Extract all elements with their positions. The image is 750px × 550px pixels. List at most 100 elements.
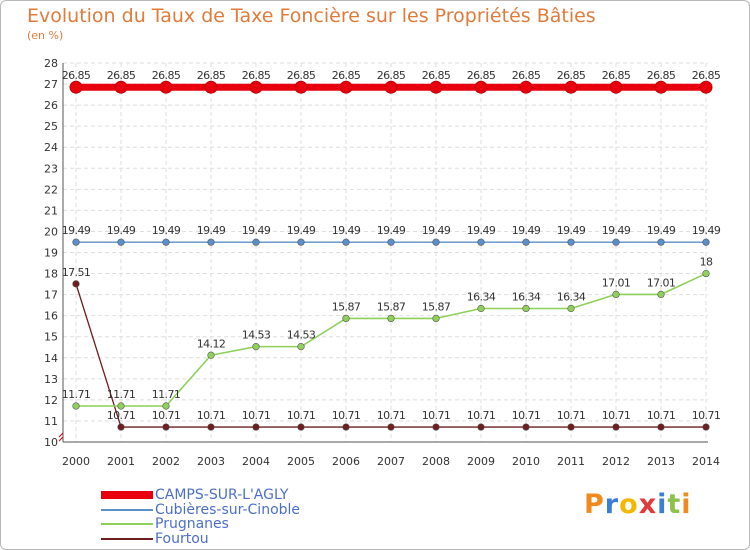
data-point <box>522 304 530 313</box>
x-tick-label: 2007 <box>377 455 405 468</box>
data-label: 26.85 <box>62 69 91 82</box>
legend-label: Cubières-sur-Cinoble <box>155 502 301 518</box>
x-tick-label: 2002 <box>152 455 180 468</box>
data-label: 15.87 <box>422 300 451 313</box>
logo-letter: t <box>667 489 682 520</box>
data-point <box>342 238 350 246</box>
data-point <box>612 423 620 431</box>
data-point <box>657 238 665 246</box>
data-point <box>204 80 218 94</box>
legend-item-cubieres-sur-cinoble: Cubières-sur-Cinoble <box>101 503 300 517</box>
data-point <box>252 238 260 246</box>
x-tick-label: 2013 <box>647 455 675 468</box>
data-point <box>477 238 485 246</box>
data-point <box>387 238 395 246</box>
data-point <box>387 423 395 431</box>
data-point <box>162 402 170 410</box>
legend-swatch <box>101 523 153 525</box>
legend-swatch <box>101 509 153 511</box>
x-tick-label: 2001 <box>107 455 135 468</box>
data-point <box>69 80 83 94</box>
logo-letter: i <box>657 489 668 520</box>
data-point <box>294 80 308 94</box>
legend-label: CAMPS-SUR-L'AGLY <box>155 487 289 503</box>
data-label: 10.71 <box>377 409 406 422</box>
data-label: 26.85 <box>152 69 181 82</box>
data-label: 15.87 <box>332 300 361 313</box>
legend-swatch <box>101 538 153 540</box>
data-point <box>384 80 398 94</box>
data-point <box>522 423 530 431</box>
data-point <box>114 80 128 94</box>
data-label: 10.71 <box>467 409 496 422</box>
unit-label: (en %) <box>27 29 64 42</box>
data-point <box>339 80 353 94</box>
data-label: 19.49 <box>602 224 631 237</box>
data-label: 10.71 <box>557 409 586 422</box>
data-label: 10.71 <box>107 409 136 422</box>
data-point <box>117 423 125 431</box>
data-label: 26.85 <box>197 69 226 82</box>
data-label: 19.49 <box>197 224 226 237</box>
data-label: 18 <box>700 256 713 269</box>
data-label: 19.49 <box>332 224 361 237</box>
data-point <box>702 269 710 278</box>
logo-letter: r <box>604 489 620 520</box>
y-tick-label: 11 <box>44 415 58 428</box>
x-tick-label: 2006 <box>332 455 360 468</box>
legend-item-camps-sur-l-agly: CAMPS-SUR-L'AGLY <box>101 488 288 502</box>
data-label: 10.71 <box>602 409 631 422</box>
data-label: 11.71 <box>62 388 91 401</box>
data-point <box>342 314 350 323</box>
data-point <box>474 80 488 94</box>
data-point <box>522 238 530 246</box>
data-point <box>162 423 170 431</box>
data-point <box>252 343 260 351</box>
data-label: 16.34 <box>512 291 541 304</box>
x-tick-label: 2000 <box>62 455 90 468</box>
data-label: 10.71 <box>197 409 226 422</box>
y-tick-label: 28 <box>44 57 58 70</box>
x-tick-label: 2010 <box>512 455 540 468</box>
data-label: 14.12 <box>197 337 226 350</box>
data-label: 10.71 <box>287 409 316 422</box>
data-label: 19.49 <box>557 224 586 237</box>
data-point <box>609 80 623 94</box>
data-label: 26.85 <box>647 69 676 82</box>
x-tick-label: 2009 <box>467 455 495 468</box>
y-tick-label: 10 <box>44 436 58 449</box>
data-point <box>162 238 170 246</box>
chart-title: Evolution du Taux de Taxe Foncière sur l… <box>27 5 596 27</box>
data-point <box>702 238 710 246</box>
data-point <box>429 80 443 94</box>
data-label: 26.85 <box>692 69 721 82</box>
data-point <box>612 290 620 299</box>
data-point <box>567 423 575 431</box>
y-tick-label: 27 <box>44 78 58 91</box>
data-label: 14.53 <box>287 329 316 342</box>
data-label: 26.85 <box>242 69 271 82</box>
y-tick-label: 22 <box>44 183 58 196</box>
data-label: 26.85 <box>422 69 451 82</box>
data-point <box>432 238 440 246</box>
data-point <box>702 423 710 431</box>
y-tick-label: 17 <box>44 289 58 302</box>
data-label: 16.34 <box>467 291 496 304</box>
data-point <box>252 423 260 431</box>
data-point <box>207 238 215 246</box>
data-point <box>297 343 305 351</box>
y-tick-label: 25 <box>44 120 58 133</box>
data-label: 19.49 <box>152 224 181 237</box>
x-tick-label: 2004 <box>242 455 270 468</box>
data-point <box>432 314 440 323</box>
data-point <box>699 80 713 94</box>
data-label: 26.85 <box>602 69 631 82</box>
data-label: 26.85 <box>557 69 586 82</box>
x-tick-label: 2008 <box>422 455 450 468</box>
x-tick-label: 2005 <box>287 455 315 468</box>
data-label: 10.71 <box>242 409 271 422</box>
data-point <box>72 280 80 288</box>
data-label: 19.49 <box>287 224 316 237</box>
y-tick-label: 13 <box>44 373 58 386</box>
